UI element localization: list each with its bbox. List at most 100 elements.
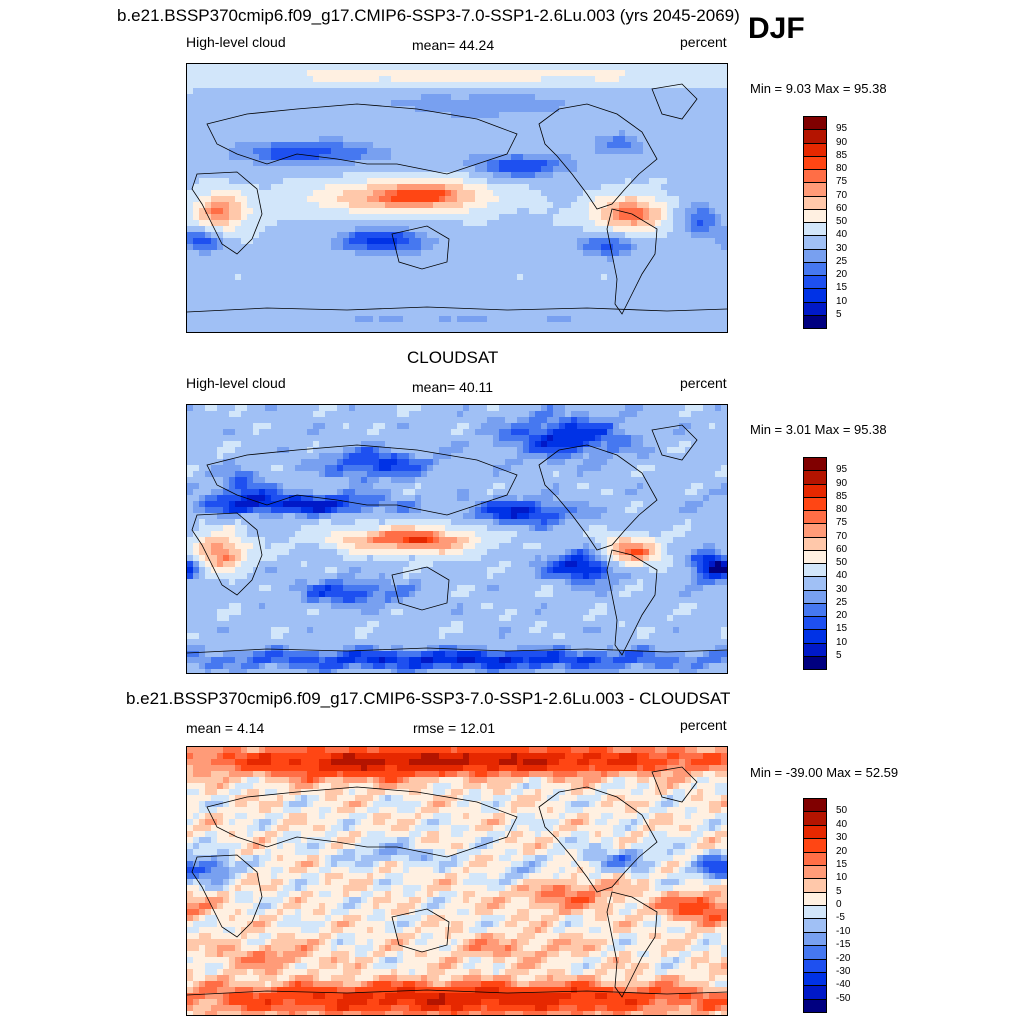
colorbar-tick-label: 85 (836, 149, 848, 161)
panel-3-colorbar: 50 40 30 20 15 10 5 0 -5 -10 -15 -20 -30 -40 -50 (803, 798, 850, 1013)
panel-2-title: CLOUDSAT (407, 348, 499, 367)
colorbar-tick-label: 95 (836, 464, 848, 476)
colorbar-tick-label: 5 (836, 649, 842, 661)
colorbar-tick-label: 90 (836, 136, 848, 148)
colorbar-tick-label: 30 (836, 583, 848, 595)
colorbar-swatch (803, 288, 827, 303)
colorbar-tick-label: -40 (836, 979, 851, 991)
panel-1-title: b.e21.BSSP370cmip6.f09_g17.CMIP6-SSP3-7.… (117, 6, 740, 25)
colorbar-swatch (803, 878, 827, 893)
colorbar-tick-label: 40 (836, 818, 848, 830)
colorbar-tick-label: 25 (836, 255, 848, 267)
panel-3-units-label: percent (680, 717, 727, 733)
colorbar-tick-label: 10 (836, 872, 848, 884)
colorbar-swatch (803, 182, 827, 197)
colorbar-tick-label: 5 (836, 885, 842, 897)
colorbar-tick-label: -5 (836, 912, 845, 924)
colorbar-swatch (803, 142, 827, 157)
panel-2-map (186, 404, 728, 674)
colorbar-tick-label: 30 (836, 242, 848, 254)
colorbar-tick-label: -20 (836, 952, 851, 964)
colorbar-swatch (803, 811, 827, 826)
colorbar-swatch (803, 536, 827, 551)
colorbar-tick-label: 75 (836, 517, 848, 529)
panel-3-title: b.e21.BSSP370cmip6.f09_g17.CMIP6-SSP3-7.… (126, 689, 731, 708)
colorbar-tick-label: 15 (836, 623, 848, 635)
colorbar-swatch (803, 222, 827, 237)
panel-1-minmax: Min = 9.03 Max = 95.38 (750, 81, 887, 96)
colorbar-swatch (803, 998, 827, 1013)
colorbar-swatch (803, 971, 827, 987)
colorbar-tick-label: 90 (836, 477, 848, 489)
colorbar-tick-label: -15 (836, 939, 851, 951)
colorbar-swatch (803, 589, 827, 604)
colorbar-tick-label: 70 (836, 189, 848, 201)
colorbar-swatch (803, 958, 827, 973)
colorbar-swatch (803, 129, 827, 144)
panel-3-rmse-label: rmse = 12.01 (413, 720, 496, 736)
colorbar-swatch (803, 616, 827, 631)
colorbar-swatch (803, 195, 827, 210)
colorbar-tick-label: 50 (836, 805, 848, 817)
colorbar-swatch (803, 798, 827, 813)
panel-2-mean-label: mean= 40.11 (412, 379, 494, 395)
colorbar-tick-label: 75 (836, 176, 848, 188)
colorbar-swatch (803, 208, 827, 223)
colorbar-swatch (803, 470, 827, 485)
colorbar-swatch (803, 642, 827, 657)
colorbar-swatch (803, 169, 827, 184)
colorbar-swatch (803, 235, 827, 250)
colorbar-swatch (803, 116, 827, 131)
colorbar-swatch (803, 510, 827, 525)
colorbar-tick-label: 30 (836, 832, 848, 844)
panel-1-colorbar: 95 90 85 80 75 70 60 50 40 30 25 20 15 10 5 (803, 116, 847, 329)
colorbar-tick-label: 10 (836, 636, 848, 648)
colorbar-tick-label: -50 (836, 992, 851, 1004)
colorbar-swatch (803, 483, 827, 498)
colorbar-tick-label: 20 (836, 269, 848, 280)
colorbar-swatch (803, 824, 827, 840)
panel-2-variable-label: High-level cloud (186, 375, 286, 391)
colorbar-swatch (803, 155, 827, 170)
panel-3-minmax: Min = -39.00 Max = 52.59 (750, 765, 899, 780)
colorbar-swatch (803, 457, 827, 472)
colorbar-tick-label: 40 (836, 570, 848, 582)
colorbar-swatch (803, 563, 827, 578)
colorbar-tick-label: -30 (836, 965, 851, 977)
colorbar-swatch (803, 905, 827, 920)
colorbar-swatch (803, 838, 827, 853)
colorbar-swatch (803, 602, 827, 617)
season-label: DJF (748, 12, 805, 45)
colorbar-tick-label: 85 (836, 490, 848, 502)
colorbar-tick-label: 15 (836, 858, 848, 870)
colorbar-swatch (803, 523, 827, 538)
panel-1-map (186, 63, 728, 333)
colorbar-tick-label: 25 (836, 596, 848, 608)
colorbar-tick-label: 80 (836, 163, 848, 174)
colorbar-tick-label: 0 (836, 899, 842, 910)
panel-1-variable-label: High-level cloud (186, 34, 286, 50)
colorbar-swatch (803, 918, 827, 933)
colorbar-tick-label: 15 (836, 282, 848, 294)
colorbar-tick-label: 80 (836, 504, 848, 515)
colorbar-swatch (803, 851, 827, 866)
colorbar-swatch (803, 891, 827, 906)
colorbar-swatch (803, 496, 827, 511)
panel-1-units-label: percent (680, 34, 727, 50)
panel-2-units-label: percent (680, 375, 727, 391)
colorbar-swatch (803, 261, 827, 276)
colorbar-tick-label: 10 (836, 295, 848, 307)
colorbar-swatch (803, 275, 827, 290)
colorbar-swatch (803, 301, 827, 316)
colorbar-tick-label: 60 (836, 202, 848, 214)
colorbar-swatch (803, 655, 827, 670)
colorbar-swatch (803, 985, 827, 1000)
colorbar-swatch (803, 945, 827, 960)
colorbar-swatch (803, 248, 827, 263)
colorbar-swatch (803, 576, 827, 591)
colorbar-swatch (803, 864, 827, 880)
panel-2-colorbar: 95 90 85 80 75 70 60 50 40 30 25 20 15 10 5 (803, 457, 847, 670)
colorbar-swatch (803, 931, 827, 947)
colorbar-tick-label: 50 (836, 557, 848, 568)
colorbar-tick-label: 40 (836, 229, 848, 241)
